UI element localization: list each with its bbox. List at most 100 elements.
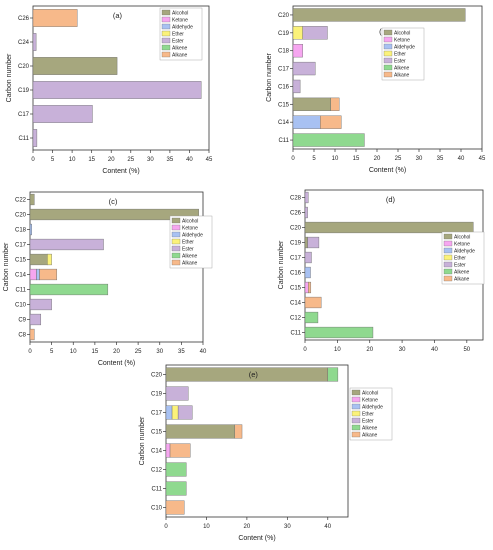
legend-label-alcohol: Alcohol bbox=[172, 11, 188, 17]
legend-label-alkane: Alkane bbox=[182, 261, 198, 267]
bar-ester-c28 bbox=[304, 191, 309, 204]
legend-swatch-alcohol bbox=[171, 217, 181, 224]
bar-ester-c10 bbox=[29, 298, 52, 311]
x-tick-label: 0 bbox=[303, 347, 307, 353]
legend-swatch-aldehyde bbox=[443, 247, 453, 254]
x-tick-label: 20 bbox=[374, 156, 381, 162]
plot-frame bbox=[165, 364, 349, 518]
bar-ester-c26 bbox=[304, 206, 308, 219]
y-tick-label: C15 bbox=[278, 102, 290, 108]
bar-alcohol-c20 bbox=[32, 57, 118, 75]
bar-alkane-c14 bbox=[169, 443, 191, 458]
y-tick-label: C14 bbox=[290, 301, 302, 307]
x-tick-label: 35 bbox=[178, 349, 185, 355]
bar-ketone-c15 bbox=[304, 281, 309, 294]
x-tick-label: 35 bbox=[167, 157, 174, 163]
y-tick-label: C20 bbox=[15, 213, 27, 219]
y-tick-label: C17 bbox=[151, 411, 163, 417]
bar-alkene-c11 bbox=[292, 133, 365, 147]
bar-aldehyde-c18 bbox=[29, 223, 32, 236]
y-tick-label: C17 bbox=[15, 243, 27, 249]
legend-label-ketone: Ketone bbox=[394, 38, 410, 44]
y-tick-label: C19 bbox=[278, 31, 290, 37]
bar-alkane-c15 bbox=[330, 97, 340, 111]
legend-label-ketone: Ketone bbox=[454, 242, 470, 248]
legend-label-ester: Ester bbox=[394, 59, 406, 65]
chart-panel-2: 0 5 10 15 20 25 30 35 40 45 C11 C14 C15 C16 C17 C18 C19 C… bbox=[266, 5, 486, 174]
x-tick-label: 5 bbox=[312, 156, 316, 162]
y-tick-label: C16 bbox=[290, 271, 302, 277]
y-tick-label: C20 bbox=[151, 373, 163, 379]
legend-label-alcohol: Alcohol bbox=[182, 219, 198, 225]
legend-swatch-alcohol bbox=[443, 233, 453, 240]
x-tick-label: 45 bbox=[479, 156, 486, 162]
bar-alkene-c11 bbox=[29, 283, 109, 296]
x-tick-label: 0 bbox=[31, 157, 35, 163]
x-tick-label: 10 bbox=[203, 524, 210, 530]
x-tick-label: 10 bbox=[332, 156, 339, 162]
bar-ester-c17 bbox=[32, 105, 93, 123]
y-tick-label: C17 bbox=[278, 67, 290, 73]
x-tick-label: 20 bbox=[244, 524, 251, 530]
legend-label-alkene: Alkene bbox=[454, 270, 470, 276]
legend-label-ester: Ester bbox=[182, 247, 194, 253]
chart-panel-1: 0 5 10 15 20 25 30 35 40 45 C11 C17 C19 C20 C24 C26 (a) C… bbox=[6, 5, 213, 175]
bar-alkane-c10 bbox=[165, 500, 185, 515]
legend-swatch-alkane bbox=[443, 275, 453, 282]
x-tick-label: 30 bbox=[416, 156, 423, 162]
bar-alcohol-c20 bbox=[165, 367, 328, 382]
y-axis-label: Carbon number bbox=[6, 53, 13, 102]
bar-ester-c19 bbox=[302, 26, 328, 40]
y-tick-label: C17 bbox=[290, 256, 302, 262]
y-tick-label: C20 bbox=[278, 13, 290, 19]
legend-label-aldehyde: Aldehyde bbox=[454, 249, 475, 255]
legend-swatch-ether bbox=[161, 30, 171, 37]
y-tick-label: C14 bbox=[15, 273, 27, 279]
bar-ester-c17 bbox=[177, 405, 193, 420]
bar-ester-c17 bbox=[304, 251, 312, 264]
bar-alkane-c8 bbox=[29, 328, 35, 341]
bar-alkane-c14 bbox=[39, 268, 58, 281]
y-tick-label: C22 bbox=[15, 198, 27, 204]
legend-swatch-alkane bbox=[383, 71, 393, 78]
panel-label: (d) bbox=[386, 195, 396, 204]
bar-ether-c17 bbox=[171, 405, 179, 420]
bar-ester-c11 bbox=[32, 129, 38, 147]
x-axis-label: Content (%) bbox=[369, 167, 406, 174]
bar-ester-c19 bbox=[32, 81, 202, 99]
legend-swatch-ester bbox=[443, 261, 453, 268]
legend: AlcoholKetoneAldehydeEtherEsterAlkeneAlk… bbox=[169, 215, 213, 269]
bar-ester-c24 bbox=[32, 33, 37, 51]
legend-label-alkene: Alkene bbox=[394, 66, 410, 72]
x-axis-label: Content (%) bbox=[98, 360, 135, 367]
x-tick-label: 35 bbox=[437, 156, 444, 162]
legend-label-ester: Ester bbox=[362, 419, 374, 425]
y-tick-label: C14 bbox=[151, 449, 163, 455]
legend-label-alkane: Alkane bbox=[454, 277, 470, 283]
bar-alkane-c26 bbox=[32, 9, 78, 27]
x-tick-label: 40 bbox=[324, 524, 331, 530]
y-tick-label: C11 bbox=[290, 331, 301, 337]
x-tick-label: 20 bbox=[366, 347, 373, 353]
x-tick-label: 25 bbox=[395, 156, 402, 162]
bar-alkane-c14 bbox=[320, 115, 342, 129]
panel-label: (c) bbox=[109, 197, 118, 206]
x-tick-label: 15 bbox=[353, 156, 360, 162]
bar-ester-c16 bbox=[292, 79, 301, 94]
y-tick-label: C28 bbox=[290, 196, 302, 202]
y-tick-label: C9 bbox=[18, 318, 26, 324]
legend-label-ester: Ester bbox=[172, 39, 184, 45]
y-tick-label: C26 bbox=[290, 211, 302, 217]
legend-label-aldehyde: Aldehyde bbox=[182, 233, 203, 239]
chart-panel-5: 0 10 20 30 40 C10 C11 C12 C14 C15 C17 C19 C20 (e) Cont… bbox=[139, 364, 393, 542]
bar-alkene-c11 bbox=[165, 481, 187, 496]
bar-alcohol-c20 bbox=[304, 221, 474, 234]
bar-alkene-c11 bbox=[304, 326, 374, 339]
y-tick-label: C19 bbox=[151, 392, 163, 398]
y-tick-label: C10 bbox=[15, 303, 27, 309]
x-tick-label: 25 bbox=[135, 349, 142, 355]
chart-panel-3: 0 5 10 15 20 25 30 35 40 C8 C9 C10 C11 C14 C15 C17 C18 C2… bbox=[3, 191, 213, 367]
y-tick-label: C16 bbox=[278, 84, 290, 90]
legend-swatch-alkane bbox=[161, 51, 171, 58]
legend-swatch-ester bbox=[351, 417, 361, 424]
